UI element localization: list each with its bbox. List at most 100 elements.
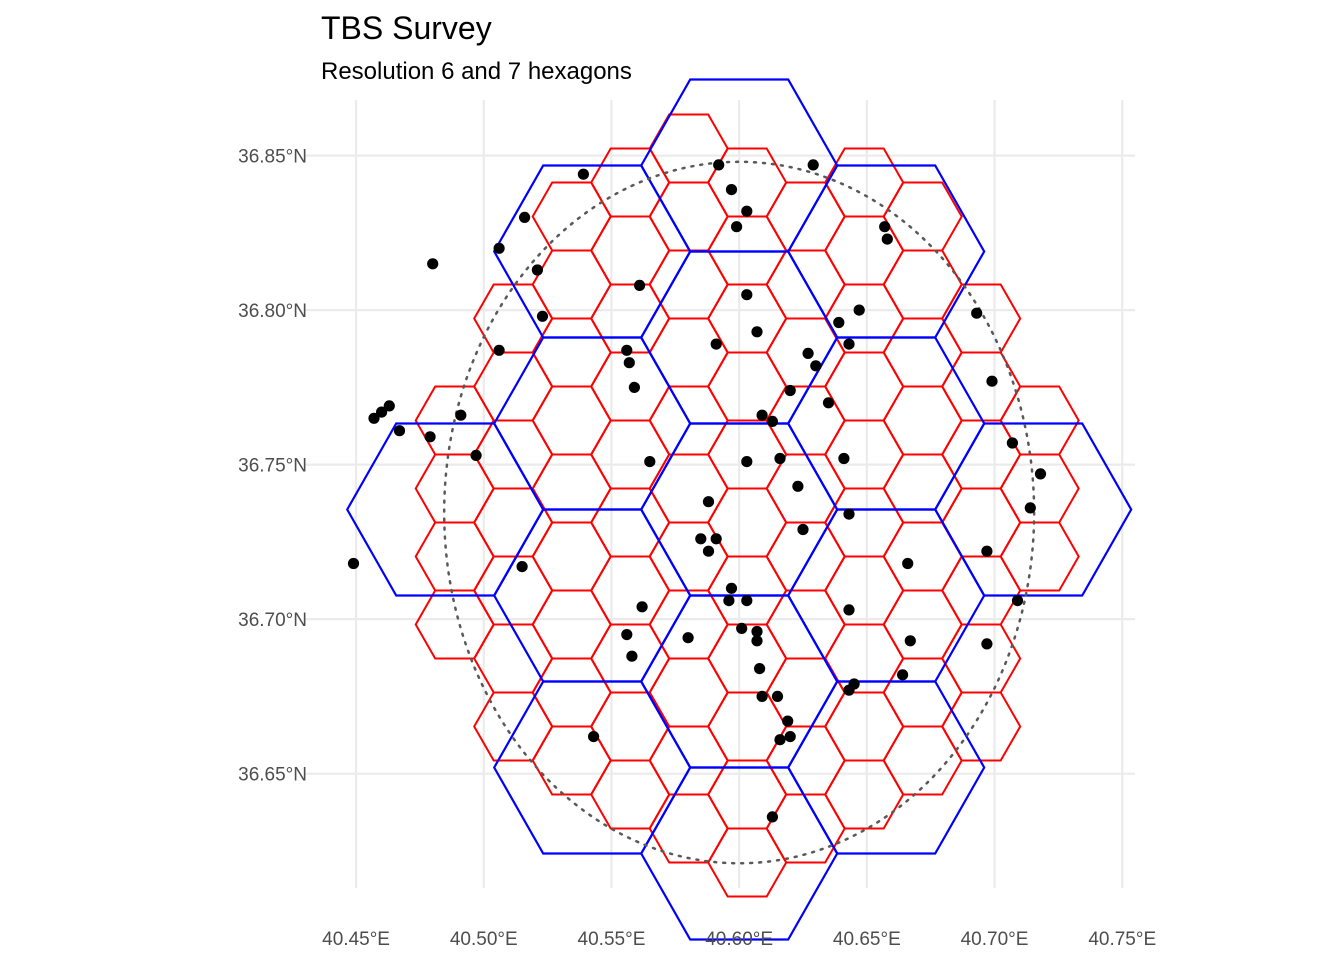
survey-point [904,635,916,647]
survey-point [797,523,809,536]
res7-hexagon [824,555,905,626]
survey-point [493,242,505,254]
y-tick-label: 36.85°N [238,147,307,168]
res7-hexagon [824,691,905,762]
res7-hexagon [882,317,963,388]
res7-hexagon [590,759,671,830]
x-tick-label: 40.55°E [578,929,646,950]
resolution-6-hexagon-layer [345,78,1133,941]
survey-point [853,304,865,316]
res7-hexagon [707,419,788,490]
res7-hexagon [882,589,963,660]
survey-point [644,456,656,468]
res7-hexagon [882,725,963,796]
res7-hexagon [473,623,554,694]
y-axis-tick-labels: 36.65°N 36.70°N 36.75°N 36.80°N 36.85°N [238,147,307,786]
res7-hexagon [882,657,963,728]
survey-point [1034,468,1047,480]
res7-hexagon [707,351,788,422]
x-axis-tick-labels: 40.45°E 40.50°E 40.55°E 40.60°E 40.65°E 40.70… [322,929,1156,950]
res6-hexagon [492,336,692,511]
survey-point [723,595,735,607]
survey-point [702,496,715,508]
survey-point [833,316,845,329]
res7-hexagon [590,283,671,354]
survey-points-layer [347,159,1047,823]
x-tick-label: 40.65°E [833,929,901,950]
res7-hexagon [824,147,905,218]
res7-hexagon [941,691,1022,762]
x-tick-label: 40.45°E [322,929,390,950]
res7-hexagon [707,827,788,898]
survey-point [754,663,766,675]
res7-hexagon [648,589,729,660]
survey-point [725,582,738,594]
survey-point [531,264,544,276]
survey-point [347,557,360,570]
survey-point [455,409,467,421]
survey-point [731,221,743,233]
survey-point [702,545,715,557]
res7-hexagon [648,725,729,796]
res7-hexagon [414,521,495,592]
survey-point [774,452,786,465]
res7-hexagon [648,793,729,864]
survey-point [784,731,796,743]
survey-point [588,731,600,743]
res7-hexagon [531,385,612,456]
survey-point [766,415,779,427]
survey-point [519,211,531,223]
res7-hexagon [824,419,905,490]
res7-hexagon [648,521,729,592]
res7-hexagon [941,283,1022,354]
res7-hexagon [590,419,671,490]
survey-point [393,425,406,437]
survey-point [376,406,388,418]
survey-point [751,625,763,638]
res7-hexagon [707,487,788,558]
res7-hexagon [648,317,729,388]
res7-hexagon [765,385,846,456]
survey-point [577,168,590,180]
survey-point [902,557,914,570]
survey-point [621,344,633,356]
survey-point [424,431,436,443]
res7-hexagon [824,215,905,286]
res7-hexagon [707,623,788,694]
res7-hexagon [941,351,1022,422]
survey-point [1024,502,1036,514]
survey-point [774,734,786,746]
grid-lines [305,100,1135,888]
survey-point [881,233,893,245]
res7-hexagon [882,385,963,456]
res7-hexagon [531,317,612,388]
res7-hexagon [648,113,729,184]
res7-hexagon [882,521,963,592]
survey-point [879,221,891,233]
survey-point [710,533,722,545]
survey-point [725,184,738,196]
survey-point [493,344,505,356]
survey-point [470,449,482,461]
survey-boundary-layer [442,160,1036,865]
survey-point [623,357,635,369]
res7-hexagon [824,487,905,558]
survey-point [741,205,753,217]
res7-hexagon [765,181,846,252]
survey-point [536,310,549,322]
survey-point [838,452,850,465]
survey-point [782,715,794,727]
x-tick-label: 40.75°E [1088,929,1156,950]
y-tick-label: 36.65°N [238,765,307,786]
res6-hexagon [933,422,1133,597]
res7-hexagon [824,759,905,830]
res7-hexagon [531,181,612,252]
resolution-7-hexagon-layer [414,113,1080,898]
res7-hexagon [473,555,554,626]
y-tick-label: 36.75°N [238,456,307,477]
survey-point [822,397,835,409]
survey-point [682,632,694,644]
survey-point [897,669,909,681]
survey-point [771,690,784,703]
